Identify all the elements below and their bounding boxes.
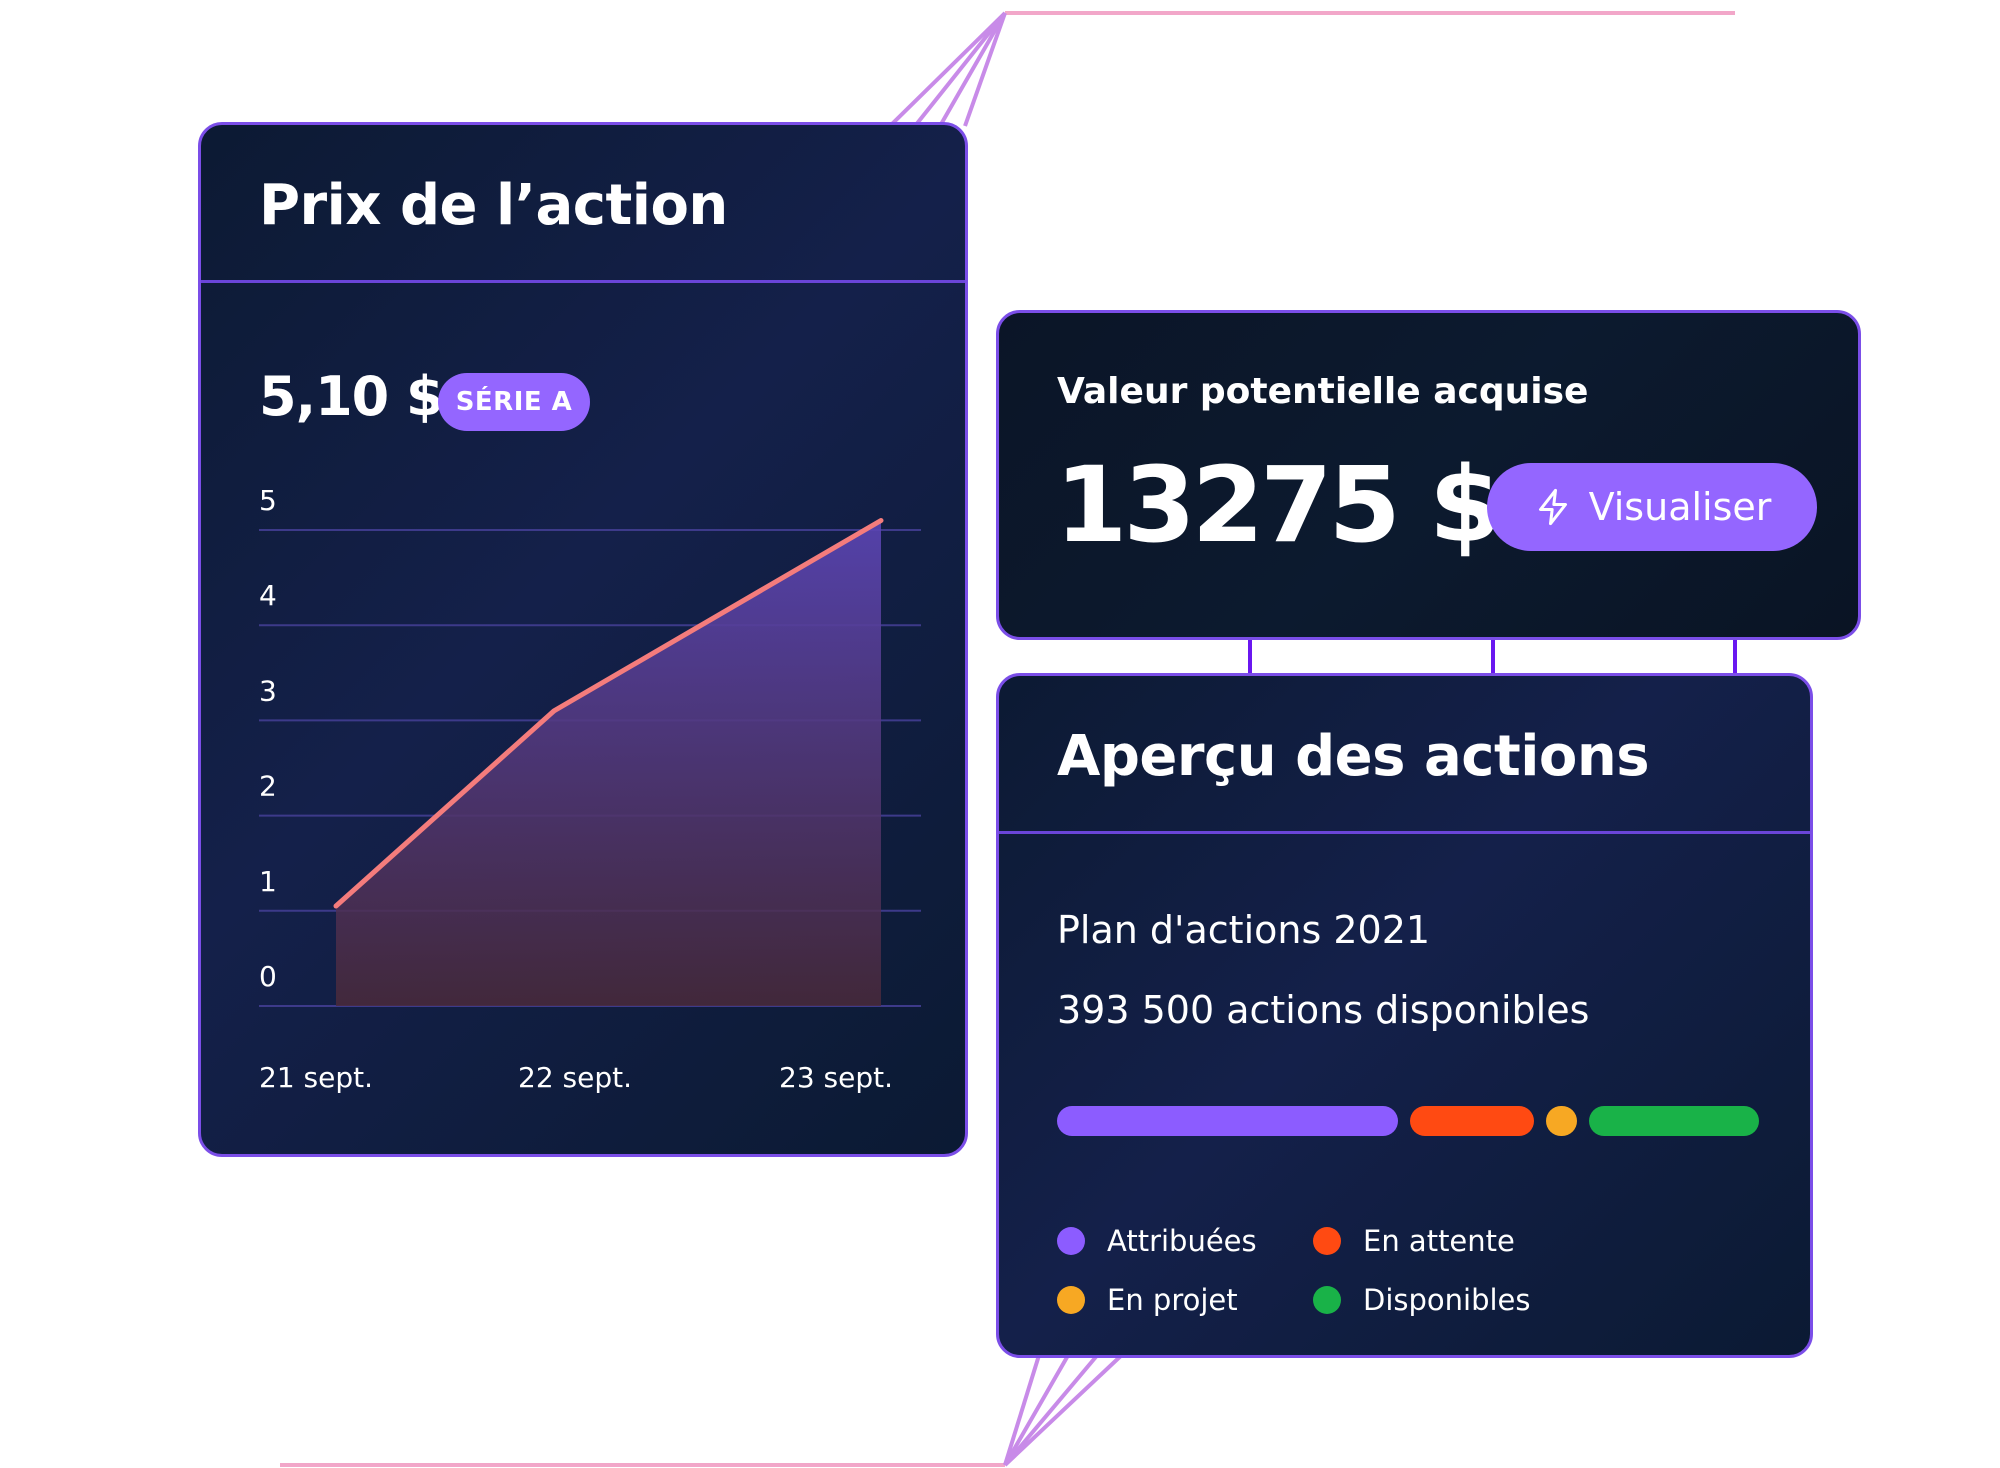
allocation-segment-en-projet (1545, 1106, 1577, 1136)
lightning-icon (1538, 488, 1567, 526)
legend-label-disponibles: Disponibles (1363, 1283, 1531, 1317)
available-shares-count: 393 500 actions disponibles (1057, 988, 1590, 1032)
y-tick-label: 0 (259, 960, 277, 993)
legend-en-projet: En projet (1057, 1283, 1238, 1317)
legend-dot-en-projet (1057, 1286, 1085, 1314)
allocation-segment-disponibles (1588, 1106, 1759, 1136)
share-price-value: 5,10 $ (259, 365, 444, 428)
x-tick-label: 22 sept. (518, 1061, 632, 1094)
y-tick-label: 4 (259, 579, 277, 612)
share-price-chart: 0 1 2 3 4 5 21 sept. 22 sept. 23 sept. (259, 484, 921, 1094)
allocation-bar (1057, 1106, 1759, 1136)
share-price-title: Prix de l’action (259, 173, 728, 238)
shares-overview-card: Aperçu des actions Plan d'actions 2021 3… (996, 673, 1813, 1358)
series-badge: SÉRIE A (438, 373, 590, 431)
shares-overview-title: Aperçu des actions (1057, 724, 1650, 789)
legend-disponibles: Disponibles (1313, 1283, 1531, 1317)
price-line (333, 517, 884, 909)
legend-dot-en-attente (1313, 1227, 1341, 1255)
vested-value-card: Valeur potentielle acquise 13275 $ Visua… (996, 310, 1861, 640)
legend-en-attente: En attente (1313, 1224, 1515, 1258)
legend-dot-disponibles (1313, 1286, 1341, 1314)
allocation-segment-attribuees (1057, 1106, 1398, 1136)
visualize-button-label: Visualiser (1588, 485, 1772, 529)
vested-value-amount: 13275 $ (1055, 444, 1501, 566)
y-tick-label: 1 (259, 865, 277, 898)
x-tick-label: 21 sept. (259, 1061, 373, 1094)
share-price-header: Prix de l’action (201, 125, 965, 283)
legend-label-attribuees: Attribuées (1107, 1224, 1257, 1258)
share-price-card: Prix de l’action 5,10 $ SÉRIE A 0 1 2 3 4 5 2… (198, 122, 968, 1157)
legend-label-en-projet: En projet (1107, 1283, 1238, 1317)
plan-title: Plan d'actions 2021 (1057, 908, 1431, 952)
y-tick-label: 3 (259, 674, 277, 707)
shares-overview-header: Aperçu des actions (999, 676, 1810, 834)
visualize-button[interactable]: Visualiser (1487, 463, 1817, 551)
x-tick-label: 23 sept. (779, 1061, 893, 1094)
y-tick-label: 2 (259, 770, 277, 803)
allocation-segment-en-attente (1409, 1106, 1534, 1136)
legend-label-en-attente: En attente (1363, 1224, 1515, 1258)
vested-value-label: Valeur potentielle acquise (1057, 371, 1589, 412)
legend-attribuees: Attribuées (1057, 1224, 1257, 1258)
legend-dot-attribuees (1057, 1227, 1085, 1255)
y-tick-label: 5 (259, 484, 277, 517)
price-area-fill (336, 520, 881, 1006)
